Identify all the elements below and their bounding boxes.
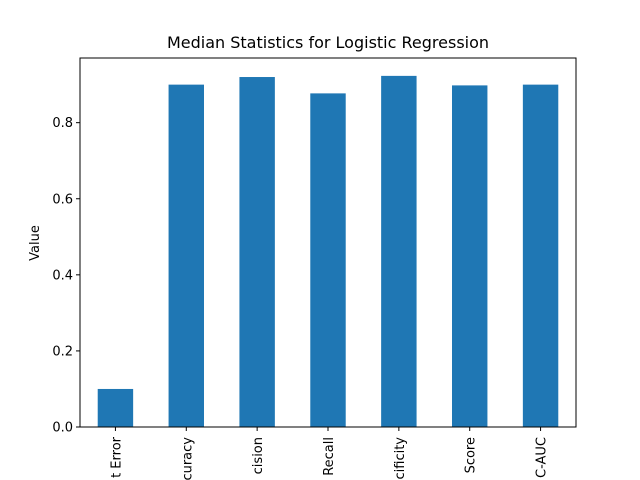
x-tick-label: curacy: [180, 437, 195, 480]
x-tick-label: cificity: [393, 437, 408, 480]
y-tick-label: 0.2: [52, 344, 73, 359]
x-tick-label: cision: [251, 437, 266, 474]
plot-frame: [79, 57, 577, 428]
bar-2: [239, 77, 275, 427]
bar-3: [310, 93, 346, 427]
y-tick-label: 0.8: [52, 116, 73, 131]
bar-4: [381, 75, 417, 427]
x-tick-label: C-AUC: [535, 437, 550, 478]
x-tick-label: Score: [464, 437, 479, 473]
x-tick-label: Recall: [322, 437, 337, 476]
chart-title: Median Statistics for Logistic Regressio…: [167, 33, 489, 52]
bar-5: [452, 85, 488, 427]
y-axis-ticks: 0.0 0.2 0.4 0.6 0.8: [52, 116, 80, 436]
x-tick-label: t Error: [109, 436, 124, 478]
bar-0: [97, 388, 134, 427]
y-axis-label: Value: [28, 225, 43, 261]
y-tick-label: 0.4: [52, 268, 73, 283]
y-tick-label: 0.0: [52, 421, 73, 436]
bar-6: [522, 84, 559, 427]
x-axis-ticks: t Error curacy cision Recall cificity Score C-…: [109, 427, 550, 480]
bars-group: [97, 75, 559, 427]
bar-1: [168, 84, 204, 427]
y-tick-label: 0.6: [52, 192, 73, 207]
